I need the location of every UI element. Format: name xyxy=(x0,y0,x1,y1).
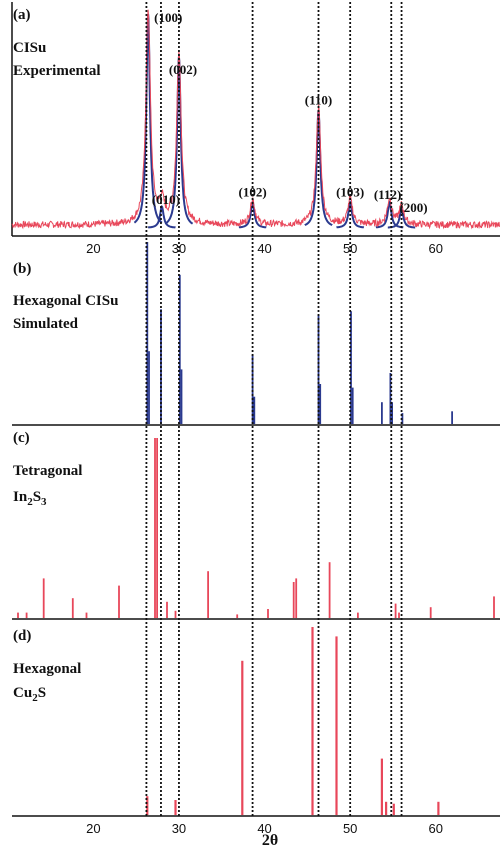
x-tick-label: 30 xyxy=(172,241,186,256)
panel-a-hkl-label: (112) xyxy=(374,187,401,202)
panel-c-stick xyxy=(398,612,400,618)
panel-c-title-line2: In2S3 xyxy=(13,489,47,508)
panel-d-x-ticks: 20 30 40 50 60 xyxy=(86,821,443,836)
panel-a: (100)(010)(002)(102)(110)(103) (112)(200)… xyxy=(11,2,500,256)
panel-c-stick xyxy=(156,438,158,618)
x-tick-label: 20 xyxy=(86,821,100,836)
panel-c-stick xyxy=(166,601,168,618)
panel-c-stick xyxy=(42,578,45,618)
panel-d-stick xyxy=(385,801,388,815)
panel-b-sticks xyxy=(146,242,453,424)
panel-c-stick xyxy=(357,612,359,618)
panel-b-stick xyxy=(319,384,322,424)
panel-c-stick xyxy=(71,598,74,618)
panel-c-stick xyxy=(267,609,269,618)
panel-d-sticks xyxy=(146,627,440,815)
panel-c-stick xyxy=(154,438,156,618)
panel-c-stick xyxy=(429,607,432,618)
panel-a-hkl-labels: (100)(010)(002)(102)(110)(103) (112)(200) xyxy=(152,10,428,215)
panel-d: 20 30 40 50 60 (d) Hexagonal Cu2S xyxy=(12,627,500,836)
panel-b-stick xyxy=(451,411,453,424)
panel-b-stick xyxy=(351,387,354,424)
panel-c-stick xyxy=(207,571,209,618)
panel-a-x-ticks: 20 30 40 50 60 xyxy=(86,241,443,256)
panel-c-sticks xyxy=(17,438,495,618)
panel-d-stick xyxy=(335,636,338,815)
panel-b-stick xyxy=(180,369,183,424)
panel-d-stick xyxy=(174,800,177,815)
x-tick-label: 60 xyxy=(429,821,443,836)
panel-d-title-line2: Cu2S xyxy=(13,685,46,704)
x-tick-label: 40 xyxy=(257,241,271,256)
panel-b-stick xyxy=(381,402,383,424)
panel-c: (c) Tetragonal In2S3 xyxy=(12,430,500,620)
panel-b-stick xyxy=(391,402,393,424)
panel-c-stick xyxy=(295,578,298,618)
panel-c-stick xyxy=(292,582,295,618)
panel-b-stick xyxy=(148,351,150,424)
panel-c-stick xyxy=(328,562,331,618)
panel-d-stick xyxy=(311,627,314,815)
panel-b-title-line2: Simulated xyxy=(13,316,79,332)
panel-d-stick xyxy=(380,758,383,815)
panel-c-title-line1: Tetragonal xyxy=(13,463,82,479)
dashed-guide-lines xyxy=(145,2,403,818)
panel-a-peak xyxy=(387,206,416,229)
panel-d-stick xyxy=(392,803,395,815)
x-tick-label: 50 xyxy=(343,821,357,836)
panel-b-label: (b) xyxy=(13,261,31,277)
panel-a-experimental-curve xyxy=(11,9,500,230)
panel-d-stick xyxy=(146,796,149,815)
panel-c-stick xyxy=(236,614,239,618)
panel-a-peak xyxy=(375,200,404,229)
panel-a-title-line1: CISu xyxy=(13,40,46,56)
panel-c-stick xyxy=(493,596,495,618)
x-tick-label: 30 xyxy=(172,821,186,836)
x-tick-label: 50 xyxy=(343,241,357,256)
panel-d-title-line1: Hexagonal xyxy=(13,661,81,677)
panel-c-stick xyxy=(174,610,177,618)
x-axis-label: 2θ xyxy=(262,832,278,849)
panel-b-stick xyxy=(317,314,320,424)
panel-d-stick xyxy=(437,801,440,815)
panel-a-hkl-label: (010) xyxy=(152,192,180,207)
panel-b-stick xyxy=(251,354,254,424)
panel-c-stick xyxy=(394,603,397,618)
x-tick-label: 40 xyxy=(257,821,271,836)
panel-c-stick xyxy=(85,612,88,618)
panel-c-stick xyxy=(118,585,120,618)
x-tick-label: 60 xyxy=(429,241,443,256)
panel-b: (b) Hexagonal CISu Simulated xyxy=(12,242,500,426)
panel-b-stick xyxy=(253,396,256,424)
panel-b-stick xyxy=(146,242,149,424)
panel-a-hkl-label: (200) xyxy=(399,200,427,215)
panel-c-stick xyxy=(25,612,28,618)
panel-a-label: (a) xyxy=(13,7,31,23)
panel-d-label: (d) xyxy=(13,628,31,644)
panel-a-hkl-label: (002) xyxy=(169,62,197,77)
panel-c-stick xyxy=(17,612,19,618)
panel-c-label: (c) xyxy=(13,430,30,446)
x-tick-label: 20 xyxy=(86,241,100,256)
panel-a-title-line2: Experimental xyxy=(13,63,101,79)
panel-d-stick xyxy=(241,660,244,815)
panel-b-title-line1: Hexagonal CISu xyxy=(13,293,118,309)
panel-b-stick xyxy=(178,274,181,424)
panel-a-hkl-label: (100) xyxy=(154,10,182,25)
